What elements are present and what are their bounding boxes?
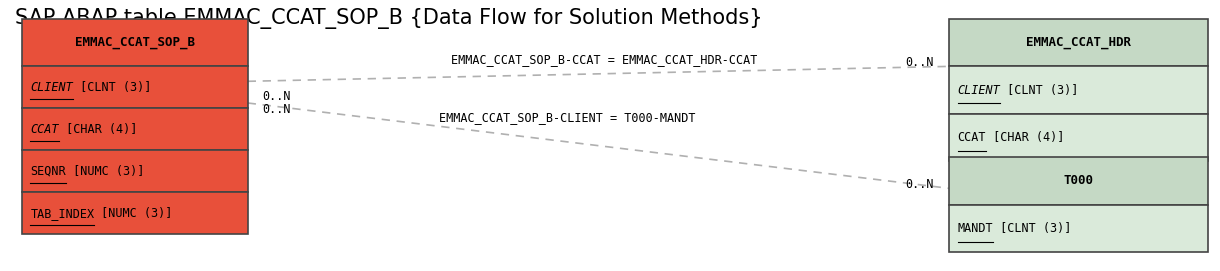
Text: SEQNR: SEQNR: [30, 165, 66, 178]
Text: 0..N: 0..N: [905, 56, 933, 69]
Text: [CLNT (3)]: [CLNT (3)]: [993, 222, 1071, 235]
Text: 0..N: 0..N: [262, 90, 290, 103]
Text: CCAT: CCAT: [958, 131, 986, 144]
Text: 0..N: 0..N: [262, 103, 290, 116]
Text: EMMAC_CCAT_SOP_B: EMMAC_CCAT_SOP_B: [74, 36, 195, 49]
Text: [CLNT (3)]: [CLNT (3)]: [1000, 84, 1078, 96]
Text: [CLNT (3)]: [CLNT (3)]: [73, 81, 151, 94]
Text: [CHAR (4)]: [CHAR (4)]: [986, 131, 1064, 144]
Text: CLIENT: CLIENT: [958, 84, 1000, 96]
FancyBboxPatch shape: [949, 66, 1208, 114]
FancyBboxPatch shape: [949, 114, 1208, 161]
Text: EMMAC_CCAT_SOP_B-CLIENT = T000-MANDT: EMMAC_CCAT_SOP_B-CLIENT = T000-MANDT: [439, 111, 695, 124]
Text: EMMAC_CCAT_SOP_B-CCAT = EMMAC_CCAT_HDR-CCAT: EMMAC_CCAT_SOP_B-CCAT = EMMAC_CCAT_HDR-C…: [450, 53, 758, 66]
FancyBboxPatch shape: [22, 66, 248, 108]
Text: SAP ABAP table EMMAC_CCAT_SOP_B {Data Flow for Solution Methods}: SAP ABAP table EMMAC_CCAT_SOP_B {Data Fl…: [15, 8, 762, 29]
Text: [NUMC (3)]: [NUMC (3)]: [94, 207, 172, 220]
Text: EMMAC_CCAT_HDR: EMMAC_CCAT_HDR: [1026, 36, 1131, 49]
FancyBboxPatch shape: [949, 19, 1208, 66]
Text: MANDT: MANDT: [958, 222, 993, 235]
Text: TAB_INDEX: TAB_INDEX: [30, 207, 95, 220]
FancyBboxPatch shape: [949, 157, 1208, 205]
Text: CCAT: CCAT: [30, 123, 59, 136]
Text: [CHAR (4)]: [CHAR (4)]: [59, 123, 137, 136]
Text: CLIENT: CLIENT: [30, 81, 73, 94]
Text: 0..N: 0..N: [905, 178, 933, 191]
Text: T000: T000: [1064, 175, 1093, 187]
FancyBboxPatch shape: [22, 19, 248, 66]
Text: [NUMC (3)]: [NUMC (3)]: [66, 165, 144, 178]
FancyBboxPatch shape: [22, 150, 248, 192]
FancyBboxPatch shape: [949, 205, 1208, 252]
FancyBboxPatch shape: [22, 192, 248, 234]
FancyBboxPatch shape: [22, 108, 248, 150]
